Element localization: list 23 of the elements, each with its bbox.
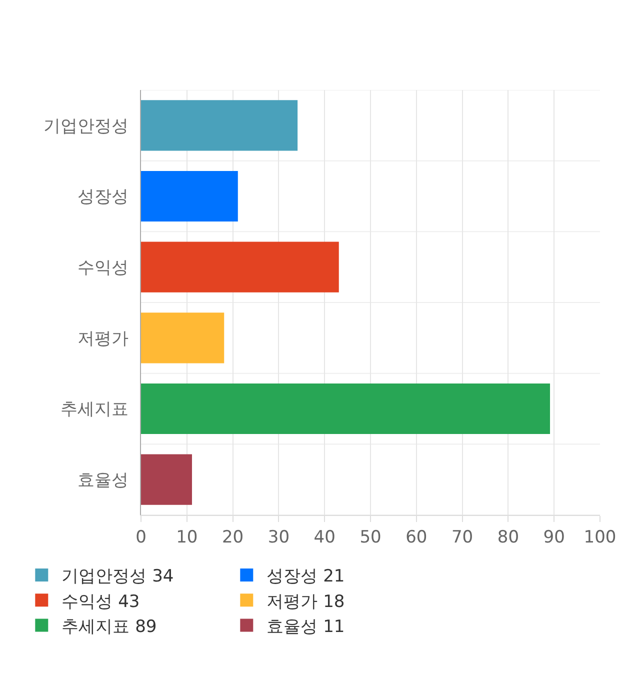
y-tick-label: 성장성 bbox=[78, 187, 129, 208]
x-tick-label: 60 bbox=[406, 527, 428, 548]
y-tick-label: 효율성 bbox=[78, 470, 129, 491]
x-tick-label: 70 bbox=[451, 527, 474, 548]
x-tick-label: 50 bbox=[360, 527, 382, 548]
y-tick-label: 기업안정성 bbox=[44, 116, 129, 136]
x-tick-label: 40 bbox=[314, 527, 336, 548]
y-tick-label: 저평가 bbox=[78, 328, 129, 349]
y-tick-label: 추세지표 bbox=[60, 400, 129, 420]
legend-label: 기업안정성 34 bbox=[62, 566, 174, 587]
x-tick-label: 100 bbox=[584, 527, 616, 548]
y-tick-label: 수익성 bbox=[78, 258, 129, 278]
legend-label: 성장성 21 bbox=[266, 566, 345, 587]
x-tick-label: 30 bbox=[268, 527, 290, 548]
legend-label: 수익성 43 bbox=[62, 592, 140, 612]
x-tick-label: 90 bbox=[543, 527, 565, 548]
legend-label: 추세지표 89 bbox=[62, 616, 157, 637]
x-tick-label: 20 bbox=[222, 527, 244, 548]
x-tick-label: 80 bbox=[497, 527, 520, 548]
legend-label: 효율성 11 bbox=[266, 616, 345, 637]
x-tick-label: 0 bbox=[136, 527, 146, 548]
legend-label: 저평가 18 bbox=[266, 592, 345, 612]
x-tick-label: 10 bbox=[176, 527, 198, 548]
